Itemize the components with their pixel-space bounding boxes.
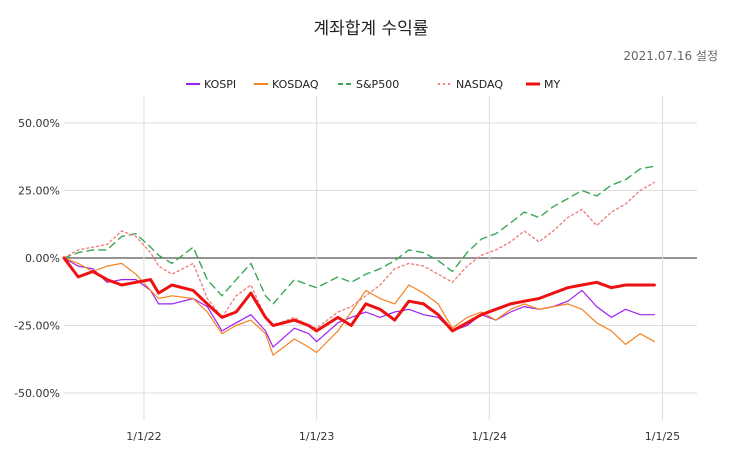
x-tick-label: 1/1/22 (126, 430, 161, 443)
legend-label: KOSDAQ (272, 78, 319, 91)
legend-item-kosdaq: KOSDAQ (254, 78, 319, 91)
series-line-nasdaq (63, 181, 656, 329)
series-line-kospi (63, 257, 655, 348)
y-tick-label: 50.00% (18, 117, 60, 130)
legend-item-nasdaq: NASDAQ (438, 78, 503, 91)
series-line-kosdaq (63, 257, 655, 356)
legend-item-my: MY (526, 78, 560, 91)
y-tick-label: -50.00% (14, 387, 60, 400)
chart-title: 계좌합계 수익률 (314, 19, 429, 39)
series-line-my (62, 256, 656, 333)
legend-label: MY (544, 78, 560, 91)
series-line-sp500 (63, 165, 656, 305)
series-layer (62, 165, 656, 356)
legend-label: KOSPI (204, 78, 236, 91)
x-tick-label: 1/1/24 (472, 430, 507, 443)
chart-subtitle: 2021.07.16 설정 (623, 49, 718, 63)
x-tick-label: 1/1/23 (299, 430, 334, 443)
x-tick-label: 1/1/25 (645, 430, 680, 443)
y-tick-label: 25.00% (18, 185, 60, 198)
legend-item-kospi: KOSPI (186, 78, 236, 91)
legend-label: S&P500 (356, 78, 399, 91)
legend-label: NASDAQ (456, 78, 503, 91)
legend: KOSPI KOSDAQ S&P500 NASDAQ MY (186, 78, 560, 91)
y-tick-label: -25.00% (14, 320, 60, 333)
y-tick-label: 0.00% (25, 252, 60, 265)
legend-item-sp500: S&P500 (338, 78, 399, 91)
gridlines (64, 96, 697, 420)
x-axis: 1/1/22 1/1/23 1/1/24 1/1/25 (126, 430, 680, 443)
y-axis: 50.00% 25.00% 0.00% -25.00% -50.00% (14, 117, 60, 400)
